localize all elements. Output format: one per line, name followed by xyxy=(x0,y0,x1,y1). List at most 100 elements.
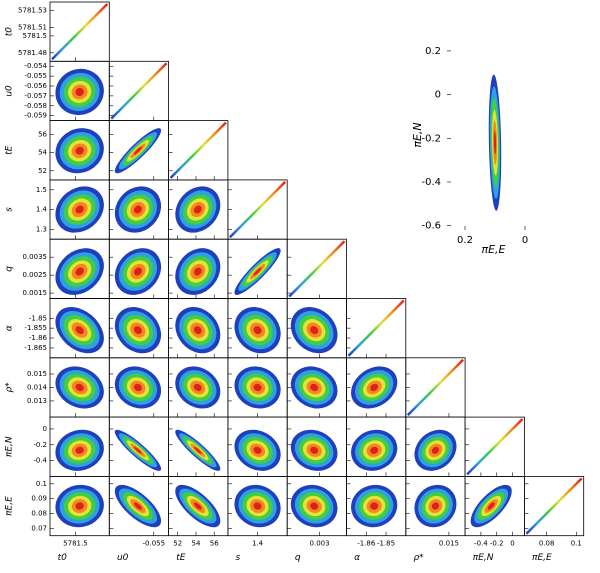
diagonal-trace xyxy=(229,181,287,239)
panel xyxy=(175,186,221,233)
density-contour xyxy=(75,446,84,454)
x-tick-label: 0.08 xyxy=(539,540,555,548)
y-tick-label: 54 xyxy=(38,149,47,157)
y-tick-label: 5781.53 xyxy=(18,6,47,14)
density-contour xyxy=(253,502,262,510)
y-axis-label: ρ* xyxy=(5,382,15,393)
y-tick-label: 56 xyxy=(38,130,47,138)
density-contour xyxy=(370,383,379,392)
panel xyxy=(414,429,457,471)
density-contour xyxy=(431,446,440,454)
y-tick-label: 0.09 xyxy=(31,495,47,503)
y-tick-label: 0.07 xyxy=(31,524,47,532)
diagonal-trace xyxy=(525,477,583,535)
x-axis-label: πE,E xyxy=(532,553,552,563)
panel xyxy=(175,429,221,471)
x-tick-label: -0.2 xyxy=(490,540,504,548)
y-tick-label: 1.5 xyxy=(36,186,47,194)
diagonal-trace xyxy=(110,62,168,120)
panel xyxy=(55,68,104,116)
y-tick-label: 0 xyxy=(43,425,47,433)
diagonal-trace xyxy=(169,121,227,179)
density-contour xyxy=(193,326,202,335)
panel xyxy=(175,248,221,295)
density-contour xyxy=(133,146,142,155)
density-contour xyxy=(75,205,84,214)
x-tick-label: 1.4 xyxy=(252,540,264,548)
density-contour xyxy=(75,326,84,335)
y-tick-label: -0.056 xyxy=(24,82,47,90)
panel xyxy=(114,306,162,354)
panel xyxy=(470,484,512,528)
x-axis-label: u0 xyxy=(117,553,129,563)
y-tick-label: 0.2 xyxy=(425,46,441,57)
x-axis-label: ρ* xyxy=(413,553,424,563)
y-tick-label: 0.014 xyxy=(27,383,48,391)
density-contour xyxy=(193,205,202,214)
density-contour xyxy=(75,146,84,155)
panel xyxy=(234,484,281,528)
y-axis-label: q xyxy=(5,266,15,272)
y-tick-label: 0.0025 xyxy=(23,271,48,279)
y-tick-label: -0.2 xyxy=(421,133,441,144)
y-tick-label: 0.013 xyxy=(27,397,47,405)
panel xyxy=(55,366,104,409)
panel xyxy=(290,366,338,409)
y-tick-label: 5781.5 xyxy=(23,32,48,40)
y-axis-label: s xyxy=(5,207,15,212)
diagonal-trace xyxy=(466,418,524,476)
density-contour xyxy=(493,130,497,155)
density-contour xyxy=(370,502,379,510)
panel xyxy=(234,429,281,471)
panel xyxy=(351,429,398,471)
density-contour xyxy=(253,326,262,335)
x-axis-label: t0 xyxy=(58,553,68,563)
x-axis-label: s xyxy=(236,553,241,563)
panel xyxy=(169,121,227,179)
x-tick-label: 0.015 xyxy=(439,540,459,548)
y-tick-label: 1.4 xyxy=(36,206,48,214)
panel xyxy=(114,128,162,174)
x-tick-label: 54 xyxy=(192,540,201,548)
diagonal-trace xyxy=(347,299,405,357)
y-tick-label: -0.054 xyxy=(24,62,47,70)
y-tick-label: -0.6 xyxy=(421,221,441,232)
y-tick-label: -1.85 xyxy=(29,314,47,322)
density-contour xyxy=(75,87,84,96)
panel xyxy=(114,429,162,471)
panel xyxy=(55,429,104,471)
panel xyxy=(290,306,338,354)
y-tick-label: 1.3 xyxy=(36,225,47,233)
density-contour xyxy=(253,383,262,392)
density-contour xyxy=(193,267,202,276)
panel xyxy=(114,366,162,409)
x-axis-label: tE xyxy=(176,553,186,563)
x-axis-label: πE,E xyxy=(481,243,505,256)
x-tick-label: 56 xyxy=(210,540,219,548)
density-contour xyxy=(75,383,84,392)
x-tick-label: 5781.5 xyxy=(63,540,88,548)
panel xyxy=(414,484,457,528)
panel-frame xyxy=(524,475,585,537)
density-contour xyxy=(193,446,202,454)
y-tick-label: 5781.51 xyxy=(18,23,47,31)
density-contour xyxy=(310,383,319,392)
density-contour xyxy=(133,502,142,510)
density-contour xyxy=(253,267,262,276)
panel xyxy=(234,366,281,409)
density-contour xyxy=(75,267,84,276)
panel xyxy=(466,418,524,476)
panel xyxy=(234,306,281,354)
panel xyxy=(525,477,583,535)
y-axis-label: tE xyxy=(5,145,15,155)
diagonal-trace xyxy=(406,358,464,416)
x-axis-label: α xyxy=(354,553,360,563)
y-tick-label: -0.055 xyxy=(24,72,47,80)
y-tick-label: -0.059 xyxy=(24,112,47,120)
density-contour xyxy=(75,502,84,510)
y-tick-label: 0.1 xyxy=(36,480,47,488)
density-contour xyxy=(193,502,202,510)
panel xyxy=(51,3,109,61)
y-tick-label: -1.86 xyxy=(29,334,48,342)
